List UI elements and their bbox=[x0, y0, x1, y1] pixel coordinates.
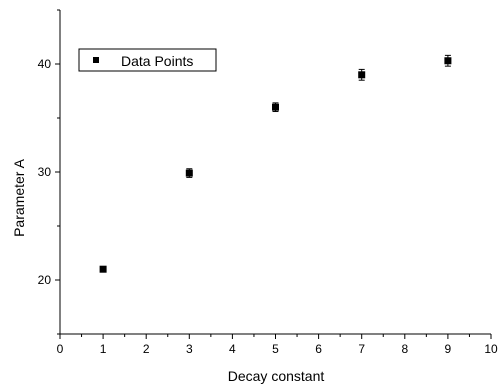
x-tick-label: 1 bbox=[100, 342, 107, 356]
y-tick-label: 40 bbox=[38, 57, 52, 71]
y-axis-ticks: 20 30 40 bbox=[38, 9, 60, 335]
legend-label: Data Points bbox=[121, 53, 193, 69]
data-point bbox=[272, 103, 279, 111]
x-tick-label: 10 bbox=[484, 342, 498, 356]
x-tick-label: 5 bbox=[272, 342, 279, 356]
data-point bbox=[444, 57, 452, 65]
legend: Data Points bbox=[78, 48, 217, 72]
x-axis-ticks: 0 1 2 3 4 5 6 7 8 9 10 bbox=[57, 334, 498, 356]
x-tick-label: 9 bbox=[445, 342, 452, 356]
legend-box bbox=[78, 48, 217, 72]
data-point bbox=[185, 169, 193, 177]
y-axis-label: Parameter A bbox=[11, 158, 27, 236]
x-tick-label: 6 bbox=[315, 342, 322, 356]
x-tick-label: 0 bbox=[57, 342, 64, 356]
y-tick-label: 20 bbox=[38, 273, 52, 287]
data-point bbox=[358, 71, 366, 79]
data-point bbox=[99, 265, 107, 273]
y-tick-label: 30 bbox=[38, 165, 52, 179]
legend-marker bbox=[93, 57, 99, 63]
x-tick-label: 3 bbox=[186, 342, 193, 356]
x-tick-label: 8 bbox=[401, 342, 408, 356]
x-tick-label: 4 bbox=[229, 342, 236, 356]
x-tick-label: 2 bbox=[143, 342, 150, 356]
data-points bbox=[99, 54, 452, 273]
x-axis-label: Decay constant bbox=[228, 368, 325, 384]
x-tick-label: 7 bbox=[358, 342, 365, 356]
